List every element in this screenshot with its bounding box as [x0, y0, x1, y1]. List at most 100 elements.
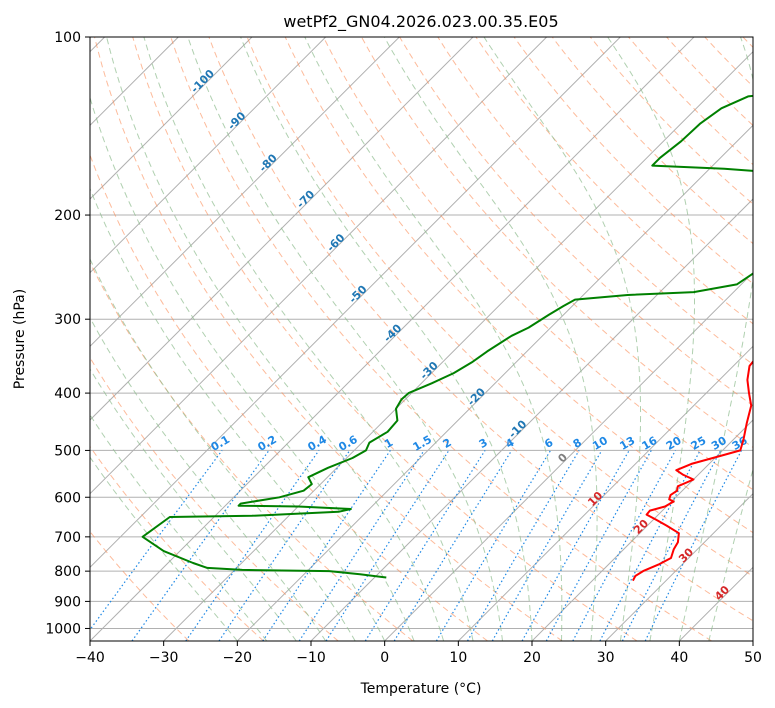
x-tick-label: 20	[523, 650, 541, 666]
dry-adiabat-label: -80	[257, 151, 280, 174]
isotherm-line	[531, 419, 753, 641]
x-tick-label: −20	[223, 650, 253, 666]
mixing-ratio-line	[545, 450, 652, 641]
chart-title: wetPf2_GN04.2026.023.00.35.E05	[283, 12, 558, 32]
moist-adiabat-line	[143, 37, 474, 641]
dry-adiabat-line	[704, 37, 753, 88]
y-tick-label: 400	[54, 386, 81, 402]
x-tick-label: 0	[380, 650, 389, 666]
isotherm-line	[236, 124, 753, 641]
y-tick-label: 800	[54, 564, 81, 580]
moist-adiabat-line	[678, 37, 753, 641]
isotherm-line	[90, 37, 253, 200]
mixing-ratio-line	[521, 450, 630, 641]
mixing-ratio-label: 2	[441, 436, 454, 451]
mixing-ratio-line	[90, 450, 223, 631]
moist-adiabat-line	[240, 37, 533, 641]
x-tick-label: −30	[149, 650, 179, 666]
dry-adiabat-label: -60	[324, 231, 347, 254]
mixing-ratio-line	[572, 450, 677, 641]
mixing-ratio-line	[262, 450, 391, 641]
isotherm-line	[90, 37, 327, 274]
dry-adiabat-label: -20	[465, 385, 488, 408]
dry-adiabat-line	[90, 261, 414, 641]
plot-area: 0.1 0.2 0.4 0.6 1 1.5 2 3 4 6 8 10 13 16 20 25 30 36-100-…	[90, 37, 753, 641]
moist-adiabat-label: 40	[712, 583, 732, 603]
dry-adiabat-line	[90, 530, 190, 641]
isotherm-line	[310, 198, 753, 641]
x-tick-label: 40	[670, 650, 688, 666]
isotherm-line	[90, 37, 474, 421]
x-tick-label: −10	[296, 650, 326, 666]
dry-adiabat-line	[208, 37, 753, 622]
isotherm-line	[163, 50, 753, 641]
axis-ticks: −40 −30 −20 −10 0 10 20 30 40 50 100 200 300 400 500 60…	[45, 30, 762, 666]
isotherm-line	[90, 37, 695, 641]
temperature-profile-line	[632, 360, 753, 582]
y-tick-label: 100	[54, 30, 81, 46]
y-tick-label: 1000	[45, 621, 81, 637]
dry-adiabat-label: -70	[294, 188, 317, 211]
moist-adiabat-line	[106, 37, 445, 641]
x-tick-label: 30	[597, 650, 615, 666]
moist-adiabat-label: 30	[676, 545, 696, 565]
dry-adiabat-label: -90	[225, 109, 248, 132]
moist-adiabat-line	[90, 257, 356, 641]
mixing-ratio-line	[325, 450, 450, 641]
moist-adiabat-line	[383, 37, 598, 641]
isotherm-line	[90, 37, 400, 348]
dry-adiabat-label: -40	[381, 321, 404, 344]
moist-adiabat-label: 20	[631, 517, 651, 537]
dewpoint-profile-line	[141, 94, 753, 579]
isotherm-line	[90, 37, 621, 569]
y-axis-label: Pressure (hPa)	[12, 289, 28, 389]
mixing-ratio-line	[218, 450, 351, 641]
y-tick-label: 300	[54, 312, 81, 328]
dry-adiabat-line	[94, 37, 563, 641]
moist-adiabat-line	[607, 37, 695, 641]
dry-adiabat-line	[475, 37, 753, 325]
moist-adiabat-line	[90, 95, 415, 641]
y-tick-label: 200	[54, 208, 81, 224]
x-tick-label: 10	[449, 650, 467, 666]
isotherm-line	[90, 37, 548, 495]
y-tick-label: 600	[54, 490, 81, 506]
isotherm-line	[605, 492, 753, 641]
dry-adiabat-line	[361, 37, 753, 448]
isotherm-line	[384, 271, 753, 641]
mixing-ratio-lines	[90, 450, 743, 641]
mixing-ratio-label: 3	[477, 436, 490, 451]
dry-adiabat-line	[90, 356, 339, 641]
dry-adiabat-line	[322, 37, 753, 491]
y-tick-label: 700	[54, 530, 81, 546]
mixing-ratio-line	[435, 450, 552, 641]
dry-adiabat-line	[628, 37, 753, 166]
x-tick-label: 50	[744, 650, 762, 666]
moist-adiabat-line	[483, 37, 642, 641]
moist-adiabat-line	[187, 37, 503, 641]
dry-adiabat-line	[742, 37, 753, 49]
y-tick-label: 500	[54, 443, 81, 459]
mixing-ratio-line	[599, 450, 701, 641]
isotherm-line	[752, 640, 753, 641]
dry-adiabats	[90, 37, 753, 641]
dry-adiabat-line	[399, 37, 753, 407]
mixing-ratio-line	[466, 450, 580, 641]
moist-adiabat-line	[304, 37, 563, 641]
mixing-ratio-label: 6	[542, 436, 555, 451]
dry-adiabat-line	[513, 37, 753, 285]
mixing-ratio-line	[131, 450, 270, 641]
dry-adiabat-label: -100	[188, 67, 217, 96]
mixing-ratio-line	[491, 450, 603, 641]
moist-adiabats	[90, 37, 753, 641]
mixing-ratio-line	[364, 450, 486, 641]
dry-adiabat-line	[551, 37, 753, 245]
moist-adiabat-line	[90, 187, 386, 641]
moist-adiabat-label: 10	[585, 489, 605, 509]
moist-adiabat-line	[90, 414, 268, 641]
dry-adiabat-line	[132, 37, 638, 641]
dry-adiabat-line	[90, 153, 488, 641]
mixing-ratio-line	[393, 450, 513, 641]
mixing-ratio-line	[298, 450, 425, 641]
dry-adiabat-label: -50	[346, 283, 369, 306]
